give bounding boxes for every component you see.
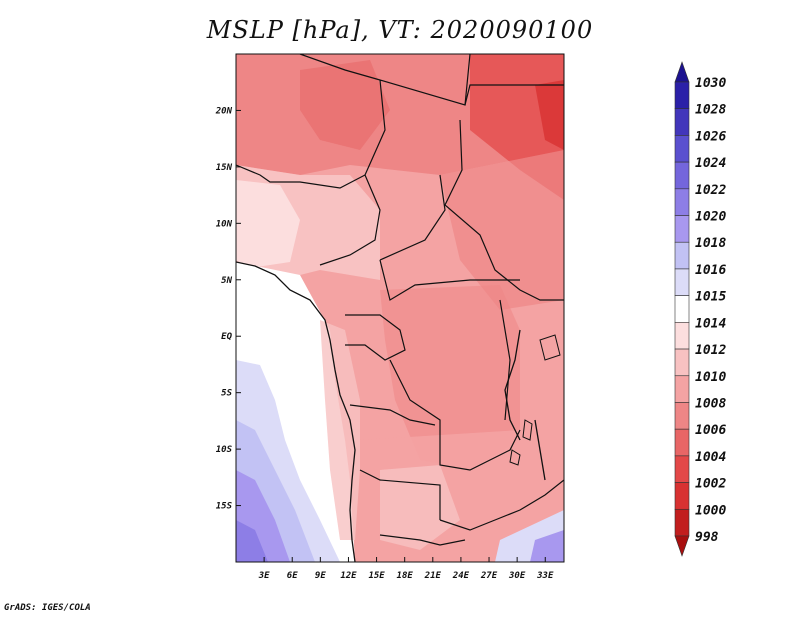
colorbar-label: 1020 <box>695 210 726 225</box>
x-tick-label: 9E <box>315 571 326 581</box>
colorbar-label: 1004 <box>695 450 726 465</box>
x-tick-label: 27E <box>480 571 498 581</box>
lakes <box>509 334 561 466</box>
region-east-africa-highlands <box>440 150 564 310</box>
colorbar-label: 1010 <box>695 370 726 385</box>
y-tick-label: 5N <box>221 276 232 286</box>
y-tick-label: 15N <box>216 163 233 173</box>
x-axis: 3E 6E 9E 12E 15E 18E 21E 24E 27E 30E 33E <box>258 557 554 581</box>
colorbar-segment <box>674 455 690 483</box>
colorbar-segment <box>674 508 690 537</box>
colorbar-segment <box>674 61 690 83</box>
colorbar-segment <box>674 81 690 110</box>
y-tick-label: 10S <box>216 445 233 455</box>
colorbar-segment <box>674 375 690 403</box>
x-tick-label: 12E <box>340 571 357 581</box>
colorbar-segment <box>674 215 690 243</box>
y-axis: 20N 15N 10N 5N EQ 5S 10S 15S <box>215 106 241 512</box>
colorbar-label: 1000 <box>695 503 726 518</box>
region-angola-coast <box>320 320 360 540</box>
map-frame <box>235 53 565 563</box>
coastline <box>236 261 546 562</box>
colorbar-label: 1024 <box>695 156 726 171</box>
colorbar-label: 1026 <box>695 129 726 144</box>
x-tick-label: 21E <box>424 571 442 581</box>
colorbar-label: 1028 <box>695 103 726 118</box>
region-northeast-sahara <box>300 60 390 150</box>
footer-credit: GrADS: IGES/COLA <box>4 603 91 613</box>
x-tick-label: 24E <box>452 571 470 581</box>
map-title: MSLP [hPa], VT: 2020090100 <box>206 16 594 44</box>
x-tick-label: 6E <box>287 571 298 581</box>
colorbar-segment <box>674 348 690 377</box>
colorbar-segment <box>674 535 690 557</box>
y-tick-label: 10N <box>216 219 233 229</box>
colorbar-label: 1022 <box>695 183 726 198</box>
colorbar-segment <box>674 482 690 510</box>
colorbar-label: 1015 <box>695 290 726 305</box>
colorbar-segment <box>674 268 690 296</box>
colorbar-segment <box>674 188 690 216</box>
colorbar-segment <box>674 161 690 190</box>
y-tick-label: 5S <box>221 389 232 399</box>
y-tick-label: EQ <box>221 332 232 342</box>
colorbar-label: 1002 <box>695 477 726 492</box>
y-tick-label: 15S <box>216 502 233 512</box>
colorbar-label: 1008 <box>695 396 726 411</box>
colorbar-segment <box>674 135 690 163</box>
colorbar-label: 998 <box>695 530 719 545</box>
region-indian-ocean-deep <box>530 530 564 562</box>
colorbar-label: 1014 <box>695 316 726 331</box>
y-tick-label: 20N <box>215 106 233 116</box>
colorbar-label: 1012 <box>695 343 726 358</box>
colorbar-segment <box>674 428 690 457</box>
x-tick-label: 30E <box>508 571 526 581</box>
colorbar-segment <box>674 241 690 270</box>
colorbar-segments <box>674 61 690 557</box>
x-tick-label: 33E <box>536 571 554 581</box>
colorbar-label: 1018 <box>695 236 726 251</box>
colorbar-segment <box>674 402 690 430</box>
region-congo-basin <box>380 285 520 470</box>
colorbar-labels: 998 1000 1002 1004 1006 1008 1010 1012 1014 1015 1… <box>695 76 726 545</box>
map-fill-layer <box>236 54 564 562</box>
x-tick-label: 18E <box>397 571 414 581</box>
region-ocean-1022 <box>236 520 268 562</box>
colorbar-segment <box>674 108 690 136</box>
x-tick-label: 15E <box>368 571 385 581</box>
region-west-coast-lighter <box>236 180 300 268</box>
colorbar-label: 1030 <box>695 76 726 91</box>
colorbar-label: 1006 <box>695 423 726 438</box>
region-sudan-core <box>535 80 564 150</box>
colorbar-label: 1016 <box>695 263 726 278</box>
x-tick-label: 3E <box>258 571 270 581</box>
colorbar-segment <box>674 322 690 350</box>
colorbar-segment <box>674 295 690 323</box>
